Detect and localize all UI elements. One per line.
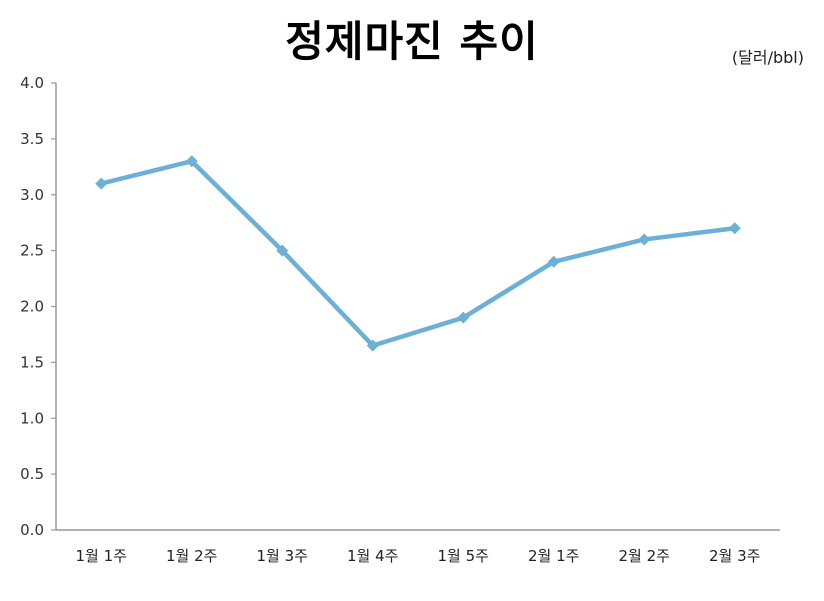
y-tick-label: 0.0 xyxy=(20,521,44,539)
diamond-marker xyxy=(95,177,108,190)
x-tick-label: 1월 1주 xyxy=(76,547,127,565)
x-tick-label: 1월 3주 xyxy=(257,547,308,565)
diamond-marker xyxy=(547,255,560,268)
diamond-marker xyxy=(276,244,289,257)
chart-title: 정제마진 추이 xyxy=(285,17,539,66)
series-line xyxy=(99,158,737,348)
diamond-marker xyxy=(185,155,198,168)
axes xyxy=(55,83,780,531)
diamond-marker xyxy=(366,339,379,352)
diamond-marker xyxy=(728,222,741,235)
y-tick-label: 3.5 xyxy=(20,130,44,148)
data-series xyxy=(95,155,741,352)
x-tick-label: 2월 3주 xyxy=(709,547,760,565)
diamond-marker xyxy=(457,311,470,324)
y-tick-label: 4.0 xyxy=(20,74,44,92)
x-tick-label: 1월 2주 xyxy=(166,547,217,565)
y-axis-ticks: 0.0 0.5 1.0 1.5 2.0 2.5 3.0 3.5 4.0 xyxy=(20,74,56,539)
y-tick-label: 1.5 xyxy=(20,353,44,371)
x-tick-label: 2월 2주 xyxy=(619,547,670,565)
diamond-marker xyxy=(638,233,651,246)
y-tick-label: 2.0 xyxy=(20,298,44,316)
unit-label: (달러/bbl) xyxy=(731,48,804,67)
y-tick-label: 1.0 xyxy=(20,409,44,427)
x-tick-label: 1월 5주 xyxy=(438,547,489,565)
x-tick-label: 2월 1주 xyxy=(528,547,579,565)
x-tick-label: 1월 4주 xyxy=(347,547,398,565)
y-tick-label: 0.5 xyxy=(20,465,44,483)
x-axis-ticks: 1월 1주 1월 2주 1월 3주 1월 4주 1월 5주 2월 1주 2월 2주 2월 3주 xyxy=(76,547,761,565)
y-tick-label: 2.5 xyxy=(20,242,44,260)
y-tick-label: 3.0 xyxy=(20,186,44,204)
